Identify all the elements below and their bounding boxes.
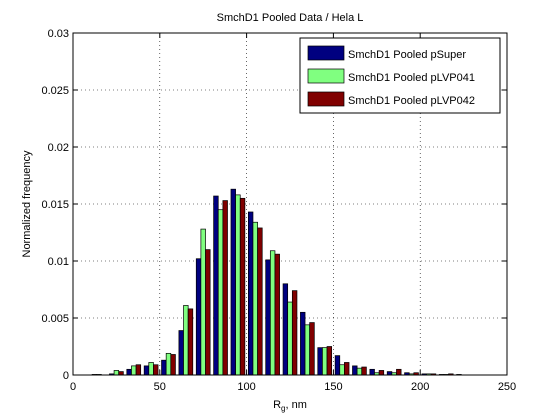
bar-3 <box>291 290 298 376</box>
bar-2 <box>113 370 120 376</box>
bars <box>91 188 462 376</box>
bar-3 <box>309 322 315 376</box>
bar-1 <box>334 355 341 376</box>
y-tick-label: 0.025 <box>41 85 69 97</box>
legend-swatch <box>307 45 345 61</box>
bar-1 <box>369 368 375 376</box>
legend: SmchD1 Pooled pSuper SmchD1 Pooled pLVP04… <box>299 37 501 114</box>
legend-label: SmchD1 Pooled pLVP042 <box>348 95 475 107</box>
bar-2 <box>200 228 206 376</box>
x-tick-label: 100 <box>237 381 255 393</box>
y-tick-label: 0.03 <box>48 28 69 40</box>
bar-1 <box>161 359 167 376</box>
bar-2 <box>269 250 276 376</box>
bar-3 <box>170 354 176 376</box>
tick-labels: 0 50 100 150 200 250 0 0.005 0.01 0.015 0.02 0.025 0… <box>41 28 516 393</box>
x-axis-label: Rg, nm <box>273 399 307 413</box>
legend-label: SmchD1 Pooled pSuper <box>348 49 466 61</box>
legend-swatch <box>307 68 345 84</box>
bar-3 <box>378 370 385 376</box>
bar-3 <box>205 249 211 376</box>
bar-1 <box>282 283 289 376</box>
bar-3 <box>274 253 280 376</box>
x-tick-label: 150 <box>324 381 342 393</box>
x-tick-label: 200 <box>411 381 429 393</box>
bar-2 <box>148 362 154 376</box>
bar-2 <box>131 365 137 376</box>
bar-2 <box>252 221 258 376</box>
y-axis-label: Normalized frequency <box>21 150 33 257</box>
bar-1 <box>195 258 202 376</box>
x-tick-label: 250 <box>498 381 516 393</box>
x-axis-label-main: R <box>273 399 281 411</box>
bar-3 <box>326 346 333 376</box>
bar-3 <box>153 364 159 376</box>
bar-3 <box>344 362 350 376</box>
bar-1 <box>143 365 150 376</box>
bar-3 <box>257 227 263 376</box>
bar-1 <box>265 259 271 376</box>
bar-1 <box>386 371 393 376</box>
chart-title: SmchD1 Pooled Data / Hela L <box>217 12 364 24</box>
y-tick-label: 0.015 <box>41 199 69 211</box>
y-tick-label: 0.005 <box>41 313 69 325</box>
bar-1 <box>126 368 132 376</box>
bar-3 <box>118 371 124 376</box>
bar-3 <box>222 200 228 376</box>
bar-1 <box>247 211 254 376</box>
bar-3 <box>239 197 246 376</box>
bar-2 <box>165 352 172 376</box>
bar-2 <box>183 305 189 376</box>
x-axis-label-suffix: , nm <box>286 399 307 411</box>
y-tick-label: 0.01 <box>48 256 69 268</box>
y-tick-label: 0 <box>63 370 69 382</box>
bar-3 <box>187 308 194 376</box>
bar-2 <box>322 347 328 376</box>
bar-2 <box>339 364 345 376</box>
axis-ticks <box>72 32 508 376</box>
bar-2 <box>287 301 293 376</box>
bar-2 <box>235 194 241 376</box>
bar-2 <box>217 209 224 376</box>
bar-2 <box>356 367 363 376</box>
bar-3 <box>396 368 402 376</box>
bar-1 <box>300 311 306 376</box>
legend-label: SmchD1 Pooled pLVP041 <box>348 72 475 84</box>
legend-swatch <box>307 91 345 107</box>
grid-lines <box>73 33 507 375</box>
y-tick-label: 0.02 <box>48 142 69 154</box>
bar-3 <box>135 364 142 376</box>
x-tick-label: 0 <box>70 381 76 393</box>
bar-1 <box>213 195 219 376</box>
bar-1 <box>317 347 323 376</box>
bar-2 <box>304 324 311 376</box>
bar-1 <box>230 188 236 376</box>
bar-3 <box>361 366 367 376</box>
x-axis-label-subscript: g <box>281 404 285 413</box>
bar-1 <box>352 365 358 376</box>
bar-1 <box>178 330 184 376</box>
x-tick-label: 50 <box>154 381 166 393</box>
